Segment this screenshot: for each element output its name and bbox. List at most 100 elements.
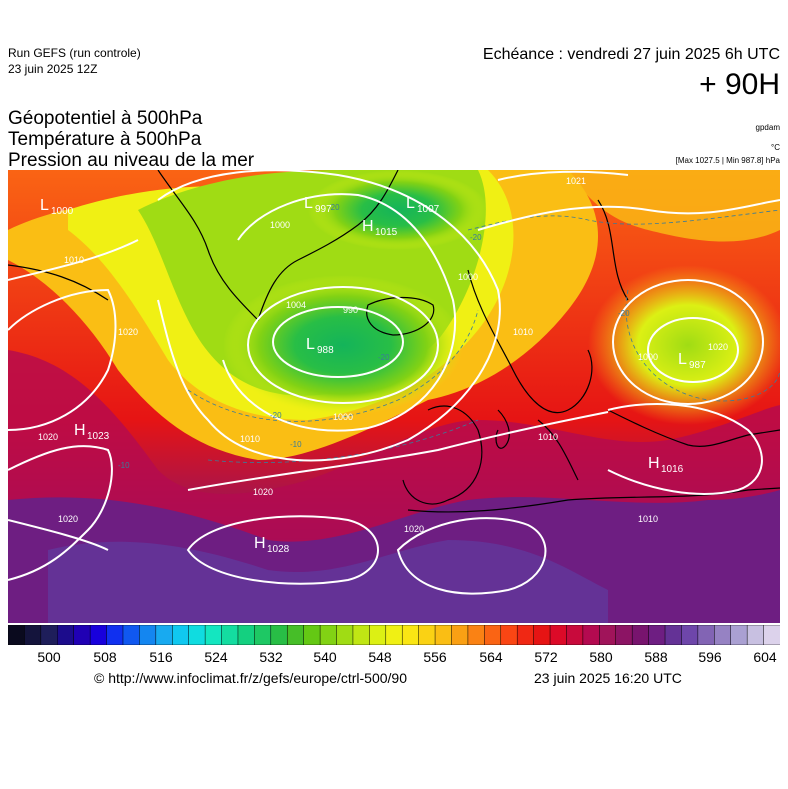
- scale-swatch: [746, 625, 765, 645]
- isobar-label: 1021: [566, 176, 586, 186]
- scale-swatch: [237, 625, 256, 645]
- scale-swatch: [286, 625, 305, 645]
- pressure-system-high: H 1023: [74, 422, 110, 442]
- scale-swatch: [204, 625, 223, 645]
- isobar-label: 1020: [253, 487, 273, 497]
- scale-swatch: [8, 625, 26, 645]
- isobar-label: 1020: [118, 327, 138, 337]
- isotherm-label: -20: [328, 203, 340, 212]
- scale-swatch: [106, 625, 124, 645]
- svg-text:1028: 1028: [267, 544, 290, 555]
- isobar-label: 1000: [333, 412, 353, 422]
- isobar-label: 1020: [38, 432, 58, 442]
- isotherm-label: -20: [618, 309, 630, 318]
- scale-swatch: [139, 625, 157, 645]
- svg-text:1007: 1007: [417, 204, 440, 215]
- isobar-label: 1020: [404, 524, 424, 534]
- isotherm-label: -20: [270, 411, 282, 420]
- pressure-system-low: L 987: [678, 351, 706, 371]
- isobar-label: 1000: [270, 220, 290, 230]
- scale-tick: 588: [644, 649, 668, 665]
- run-date: 23 juin 2025 12Z: [8, 62, 98, 76]
- scale-swatch: [730, 625, 748, 645]
- isobar-label: 1010: [513, 327, 533, 337]
- scale-swatch: [714, 625, 732, 645]
- forecast-valid-time: Echéance : vendredi 27 juin 2025 6h UTC: [482, 46, 780, 63]
- scale-swatch: [254, 625, 272, 645]
- scale-swatch: [418, 625, 436, 645]
- svg-text:1016: 1016: [661, 464, 684, 475]
- scale-tick: 596: [698, 649, 722, 665]
- scale-swatch: [352, 625, 371, 645]
- scale-tick: 580: [589, 649, 613, 665]
- isotherm-label: -10: [290, 440, 302, 449]
- scale-swatch: [763, 625, 780, 645]
- isotherm-label: -20: [470, 233, 482, 242]
- pressure-system-high: H 1016: [648, 455, 684, 475]
- scale-tick: 516: [149, 649, 173, 665]
- scale-swatch: [615, 625, 633, 645]
- svg-text:L: L: [40, 197, 49, 214]
- field-geopotential-title: Géopotentiel à 500hPa: [8, 108, 203, 129]
- isobar-label: 1010: [64, 255, 84, 265]
- pressure-system-low: L 1000: [40, 197, 74, 217]
- scale-swatch: [516, 625, 535, 645]
- scale-swatch: [73, 625, 91, 645]
- svg-text:987: 987: [689, 360, 706, 371]
- isobar-label: 1010: [538, 432, 558, 442]
- scale-tick: 604: [753, 649, 777, 665]
- copyright-link[interactable]: © http://www.infoclimat.fr/z/gefs/europe…: [94, 670, 408, 686]
- scale-swatch: [533, 625, 551, 645]
- scale-swatch: [697, 625, 716, 645]
- weather-map: 1000 1010 1020 1020 1000 1004 990 1000 1…: [8, 170, 780, 623]
- scale-tick: 564: [479, 649, 503, 665]
- scale-swatch: [369, 625, 387, 645]
- pressure-system-low: L 1007: [406, 195, 440, 215]
- scale-swatch: [319, 625, 338, 645]
- scale-swatch: [270, 625, 288, 645]
- scale-swatch: [467, 625, 486, 645]
- scale-swatch: [451, 625, 469, 645]
- scale-swatch: [188, 625, 206, 645]
- svg-text:1023: 1023: [87, 431, 110, 442]
- scale-swatch: [172, 625, 190, 645]
- scale-swatch: [582, 625, 601, 645]
- scale-swatch: [599, 625, 617, 645]
- scale-swatch: [631, 625, 650, 645]
- scale-tick: 572: [534, 649, 558, 665]
- scale-tick: 548: [368, 649, 392, 665]
- scale-swatch: [336, 625, 354, 645]
- scale-swatch: [681, 625, 699, 645]
- isobar-label: 1004: [286, 300, 306, 310]
- isotherm-labels: -20 -20 -20 -20 -10 -10 -20: [118, 203, 630, 470]
- isobar-label: 1010: [638, 514, 658, 524]
- field-temperature-title: Température à 500hPa: [8, 129, 202, 150]
- svg-text:L: L: [678, 351, 687, 368]
- svg-text:997: 997: [315, 204, 332, 215]
- scale-tick: 556: [423, 649, 447, 665]
- scale-swatch: [24, 625, 42, 645]
- scale-tick: 532: [259, 649, 283, 665]
- forecast-horizon: + 90H: [699, 68, 780, 101]
- isobar-label: 1020: [708, 342, 728, 352]
- pressure-systems: L 1000 L 997 L 1007 H 1015 L 988 L 987 H 1023 H…: [40, 195, 706, 555]
- isobar-label: 1020: [58, 514, 78, 524]
- svg-text:L: L: [304, 195, 313, 212]
- isotherms: [187, 209, 780, 464]
- geopotential-unit: gpdam: [755, 123, 780, 132]
- pressure-system-low: L 997: [304, 195, 332, 215]
- run-title: Run GEFS (run controle): [8, 46, 141, 60]
- scale-swatch: [664, 625, 683, 645]
- isobar-label: 1010: [240, 434, 260, 444]
- scale-tick: 540: [313, 649, 337, 665]
- scale-swatch: [549, 625, 568, 645]
- scale-tick: 508: [93, 649, 117, 665]
- scale-swatch: [566, 625, 584, 645]
- scale-swatch: [385, 625, 403, 645]
- temperature-color-field: [8, 170, 780, 623]
- field-pressure-title: Pression au niveau de la mer: [8, 150, 255, 171]
- scale-swatch: [401, 625, 420, 645]
- svg-text:988: 988: [317, 345, 334, 356]
- scale-swatch: [500, 625, 518, 645]
- isobar-label: 990: [343, 305, 358, 315]
